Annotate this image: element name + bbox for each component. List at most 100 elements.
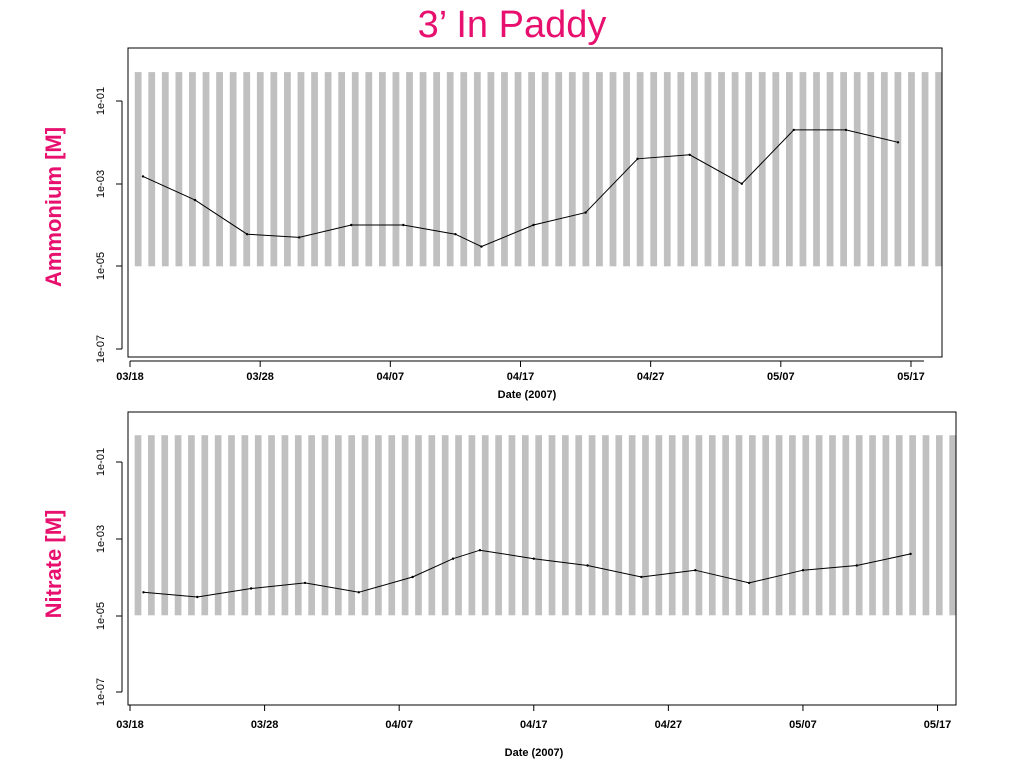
ammonium-band — [134, 72, 142, 267]
nitrate-band — [508, 435, 516, 616]
nitrate-band — [335, 435, 342, 616]
nitrate-band — [695, 435, 703, 616]
ammonium-band — [189, 72, 196, 267]
ammonium-data-point — [480, 245, 483, 248]
nitrate-band — [909, 435, 916, 616]
ammonium-data-point — [740, 182, 743, 185]
nitrate-band — [882, 435, 890, 616]
ammonium-band — [365, 72, 373, 267]
ammonium-band — [243, 72, 251, 267]
nitrate-band — [602, 435, 609, 616]
nitrate-band — [348, 435, 356, 616]
nitrate-band — [935, 435, 943, 616]
ammonium-series-line — [142, 129, 899, 248]
nitrate-band — [375, 435, 382, 616]
nitrate-band — [615, 435, 623, 616]
nitrate-band — [842, 435, 850, 616]
ammonium-band — [568, 72, 576, 267]
nitrate-data-point — [801, 569, 805, 572]
nitrate-band — [829, 435, 836, 616]
ammonium-band — [555, 72, 563, 267]
ammonium-band — [270, 72, 278, 267]
ammonium-band — [351, 72, 359, 267]
slide-title: 3’ In Paddy — [417, 4, 607, 46]
ammonium-band — [677, 72, 685, 267]
nitrate-data-point — [532, 557, 535, 560]
nitrate-band — [762, 435, 770, 616]
ammonium-data-point — [792, 128, 795, 132]
ammonium-y-tick-label: 1e-05 — [95, 252, 107, 280]
ammonium-band — [487, 72, 495, 267]
nitrate-band — [922, 435, 930, 616]
nitrate-x-axis-label: Date (2007) — [505, 747, 564, 759]
nitrate-band — [148, 435, 155, 616]
nitrate-data-point — [478, 549, 482, 552]
ammonium-band — [297, 72, 305, 267]
ammonium-data-point — [350, 223, 353, 227]
nitrate-data-point — [249, 587, 253, 590]
nitrate-band — [575, 435, 583, 616]
ammonium-band — [826, 72, 834, 267]
ammonium-band — [514, 72, 522, 267]
ammonium-x-tick-label: 04/17 — [507, 371, 535, 383]
ammonium-y-tick-label: 1e-07 — [95, 335, 107, 363]
ammonium-data-point — [454, 233, 457, 236]
ammonium-data-point — [896, 141, 900, 144]
nitrate-data-point — [196, 595, 199, 599]
nitrate-band — [468, 435, 476, 616]
nitrate-band — [441, 435, 449, 616]
ammonium-data-point — [636, 157, 639, 160]
nitrate-band — [254, 435, 262, 616]
nitrate-band — [815, 435, 823, 616]
ammonium-data-point — [584, 211, 587, 214]
ammonium-band — [446, 72, 454, 267]
nitrate-band — [455, 435, 462, 616]
nitrate-band — [241, 435, 249, 616]
nitrate-band — [268, 435, 275, 616]
ammonium-band — [880, 72, 888, 267]
ammonium-bands — [134, 72, 942, 267]
ammonium-plot-frame — [127, 47, 943, 358]
nitrate-band — [775, 435, 783, 616]
nitrate-x-tick-label: 05/07 — [789, 719, 817, 731]
ammonium-band — [718, 72, 725, 267]
ammonium-band — [799, 72, 807, 267]
ammonium-data-point — [844, 128, 848, 132]
ammonium-band — [338, 72, 346, 267]
nitrate-band — [869, 435, 876, 616]
nitrate-band — [281, 435, 289, 616]
nitrate-band — [161, 435, 169, 616]
ammonium-panel: 1e-07 1e-05 1e-03 1e-01 03/18 03/28 04/07 04/17… — [95, 47, 943, 401]
ammonium-band — [161, 72, 169, 267]
nitrate-band — [642, 435, 649, 616]
nitrate-data-point — [303, 581, 307, 585]
nitrate-band — [495, 435, 502, 616]
nitrate-band — [655, 435, 663, 616]
nitrate-y-axis: 1e-07 1e-05 1e-03 1e-01 — [95, 448, 123, 706]
nitrate-x-tick-label: 03/28 — [251, 719, 279, 731]
ammonium-data-point — [402, 223, 405, 227]
ammonium-band — [541, 72, 549, 267]
nitrate-band — [802, 435, 810, 616]
ammonium-x-tick-label: 05/17 — [897, 371, 925, 383]
nitrate-band — [361, 435, 369, 616]
ammonium-band — [609, 72, 617, 267]
nitrate-data-point — [694, 569, 697, 572]
ammonium-band — [433, 72, 441, 267]
nitrate-band — [201, 435, 209, 616]
ammonium-band — [853, 72, 861, 267]
ammonium-data-point — [532, 223, 535, 227]
nitrate-data-point — [747, 581, 751, 585]
ammonium-band — [772, 72, 780, 267]
nitrate-band — [174, 435, 182, 616]
ammonium-band — [582, 72, 590, 267]
ammonium-band — [528, 72, 535, 267]
nitrate-band — [735, 435, 743, 616]
ammonium-band — [311, 72, 318, 267]
nitrate-x-tick-label: 04/07 — [385, 719, 413, 731]
ammonium-band — [867, 72, 875, 267]
nitrate-x-tick-label: 05/17 — [924, 719, 952, 731]
nitrate-band — [895, 435, 903, 616]
ammonium-band — [785, 72, 793, 267]
